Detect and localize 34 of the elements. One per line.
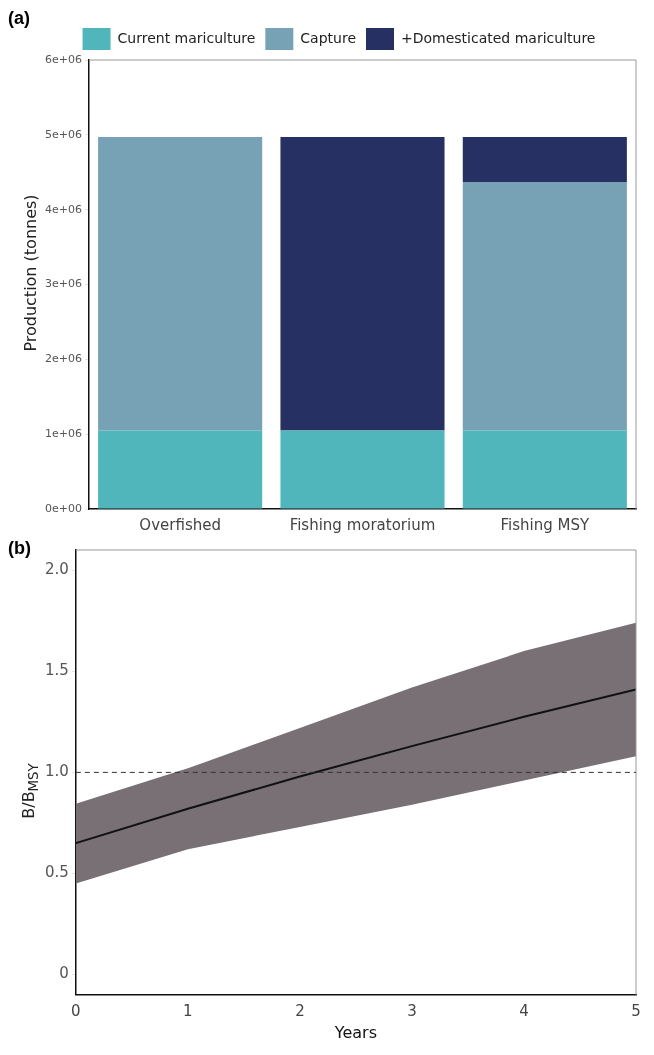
x-tick-label: Fishing MSY bbox=[500, 515, 590, 534]
y-tick-label: 1.5 bbox=[45, 661, 69, 680]
y-tick-label: 0.5 bbox=[45, 863, 69, 882]
legend-label: Capture bbox=[300, 29, 356, 46]
y-tick-label: 4e+06 bbox=[45, 202, 82, 216]
y-tick-label: 0e+00 bbox=[45, 501, 82, 515]
bar bbox=[280, 137, 445, 431]
chart-title: (a) bbox=[8, 8, 30, 29]
bar bbox=[98, 430, 263, 509]
legend-label: Current mariculture bbox=[117, 29, 256, 46]
chart-title: (b) bbox=[8, 538, 31, 559]
y-tick-label: 3e+06 bbox=[45, 277, 82, 291]
legend-label: +Domesticated mariculture bbox=[400, 29, 596, 46]
y-tick-label: 0 bbox=[59, 964, 69, 983]
y-tick-label: 2e+06 bbox=[45, 352, 82, 366]
y-axis-title: Production (tonnes) bbox=[20, 194, 40, 352]
y-tick-label: 6e+06 bbox=[45, 52, 82, 66]
x-tick-label: Overfished bbox=[139, 515, 221, 534]
bar bbox=[462, 181, 627, 431]
bar bbox=[462, 137, 627, 182]
x-tick-label: 2 bbox=[295, 1001, 305, 1020]
x-tick-label: 3 bbox=[407, 1001, 417, 1020]
y-tick-label: 5e+06 bbox=[45, 127, 82, 141]
bar bbox=[462, 430, 627, 509]
bar bbox=[280, 430, 445, 509]
x-tick-label: 1 bbox=[183, 1001, 193, 1020]
x-axis-title: Years bbox=[333, 1022, 378, 1042]
x-tick-label: Fishing moratorium bbox=[289, 515, 436, 534]
x-tick-label: 4 bbox=[519, 1001, 529, 1020]
y-tick-label: 1e+06 bbox=[45, 427, 82, 441]
bar bbox=[98, 137, 263, 431]
y-tick-label: 1.0 bbox=[45, 762, 69, 781]
y-tick-label: 2.0 bbox=[45, 560, 69, 579]
x-tick-label: 5 bbox=[631, 1001, 641, 1020]
